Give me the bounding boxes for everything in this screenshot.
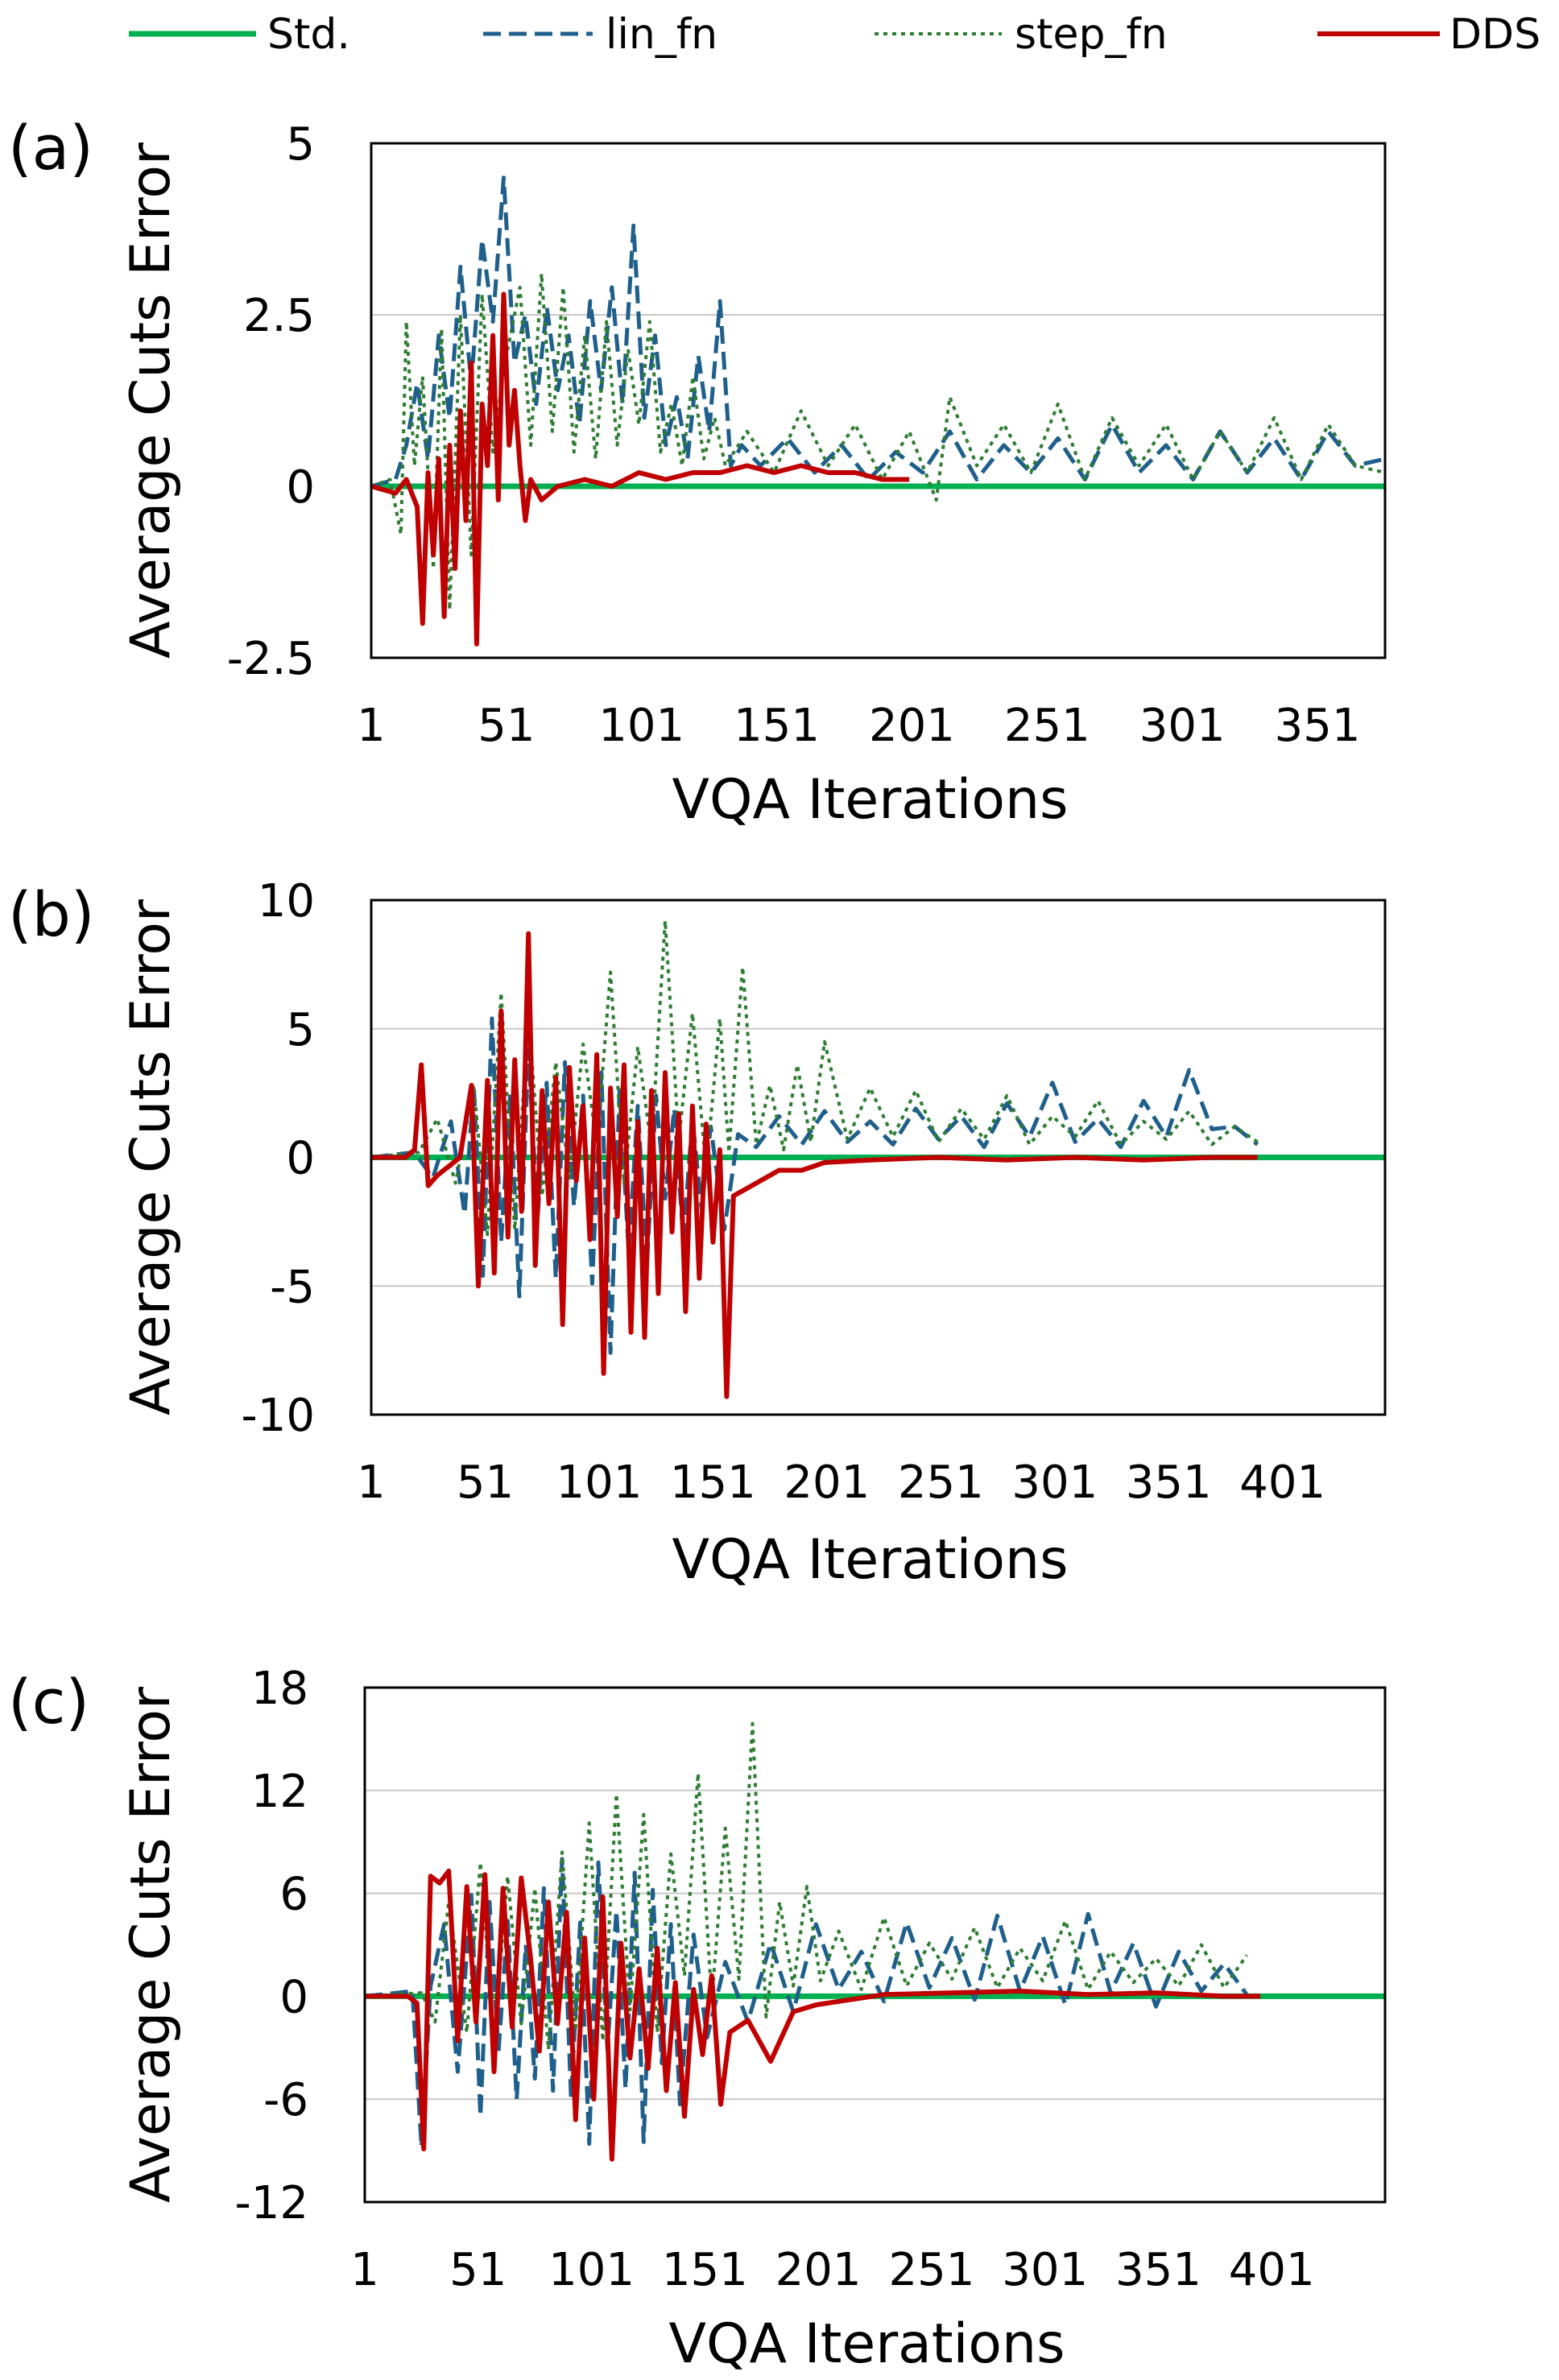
x-axis-title: VQA Iterations	[668, 2312, 1065, 2376]
y-tick-label: -2.5	[227, 633, 315, 685]
x-axis-title: VQA Iterations	[672, 768, 1068, 832]
x-tick-label: 151	[670, 1457, 756, 1509]
legend-label-std: Std.	[267, 10, 350, 59]
y-tick-label: -12	[235, 2177, 308, 2229]
x-tick-label: 1	[357, 700, 386, 752]
y-axis-title: Average Cuts Error	[119, 1687, 183, 2203]
x-tick-label: 201	[775, 2244, 862, 2296]
legend-item-lin-fn: lin_fn	[483, 10, 717, 59]
x-tick-label: 1	[357, 1457, 386, 1509]
x-tick-label: 101	[598, 700, 684, 752]
y-tick-label: 18	[251, 1663, 308, 1715]
plot-frame	[370, 142, 1387, 659]
y-tick-label: 6	[279, 1869, 308, 1921]
y-tick-label: 0	[286, 1133, 315, 1185]
series-line-dds	[371, 931, 1258, 1399]
series-line-step-fn	[371, 271, 1385, 612]
x-tick-label: 151	[662, 2244, 748, 2296]
plot-frame	[370, 899, 1387, 1416]
panel-label: (b)	[8, 878, 95, 950]
x-tick-label: 101	[556, 1457, 642, 1509]
x-tick-label: 51	[478, 700, 535, 752]
x-tick-label: 351	[1126, 1457, 1212, 1509]
x-tick-label: 251	[1004, 700, 1090, 752]
series-group	[371, 919, 1385, 1399]
legend-item-std: Std.	[129, 10, 350, 59]
y-axis-title: Average Cuts Error	[119, 143, 183, 659]
series-line-lin-fn	[371, 176, 1385, 489]
y-tick-label: 12	[251, 1766, 308, 1818]
x-tick-label: 401	[1239, 1457, 1325, 1509]
series-line-lin-fn	[365, 1857, 1249, 2150]
plot-frame	[363, 1686, 1387, 2204]
y-tick-label: 0	[279, 1971, 308, 2023]
y-tick-label: 2.5	[243, 290, 315, 342]
y-tick-label: 5	[286, 118, 315, 171]
series-line-dds	[365, 1868, 1261, 2162]
x-tick-label: 151	[734, 700, 820, 752]
series-line-step-fn	[365, 1721, 1248, 2052]
series-group	[371, 176, 1385, 647]
y-tick-label: 5	[286, 1004, 315, 1056]
legend-item-step-fn: step_fn	[875, 10, 1168, 59]
x-tick-label: 351	[1115, 2244, 1201, 2296]
x-tick-label: 1	[350, 2244, 379, 2296]
x-tick-label: 201	[869, 700, 955, 752]
x-tick-label: 51	[457, 1457, 514, 1509]
x-tick-label: 51	[449, 2244, 507, 2296]
x-tick-label: 301	[1002, 2244, 1088, 2296]
x-tick-label: 401	[1229, 2244, 1315, 2296]
x-tick-label: 301	[1139, 700, 1226, 752]
panel-label: (a)	[8, 112, 93, 184]
legend-label-step-fn: step_fn	[1015, 10, 1168, 59]
legend: Std. lin_fn step_fn DDS	[129, 10, 1540, 59]
x-tick-label: 101	[548, 2244, 635, 2296]
legend-item-dds: DDS	[1317, 10, 1540, 59]
y-tick-label: 10	[258, 875, 315, 928]
series-line-dds	[371, 291, 910, 647]
y-axis-title: Average Cuts Error	[119, 899, 183, 1415]
x-tick-label: 351	[1275, 700, 1361, 752]
panel-label: (c)	[8, 1666, 89, 1737]
y-tick-label: -5	[270, 1261, 315, 1313]
x-tick-label: 201	[784, 1457, 870, 1509]
series-group	[365, 1721, 1385, 2162]
x-axis-title: VQA Iterations	[672, 1528, 1068, 1592]
x-tick-label: 251	[888, 2244, 974, 2296]
legend-label-dds: DDS	[1449, 10, 1540, 59]
x-tick-label: 301	[1011, 1457, 1098, 1509]
y-tick-label: -10	[242, 1390, 315, 1442]
y-tick-label: 0	[286, 461, 315, 514]
y-tick-label: -6	[263, 2074, 308, 2126]
x-tick-label: 251	[898, 1457, 984, 1509]
legend-label-lin-fn: lin_fn	[606, 10, 717, 59]
